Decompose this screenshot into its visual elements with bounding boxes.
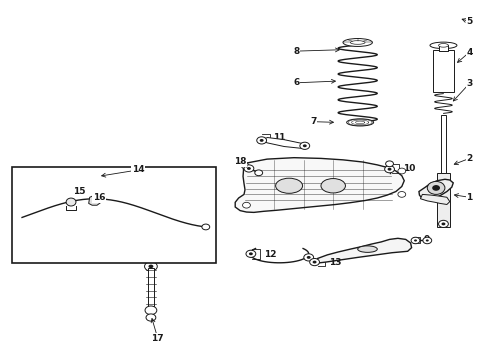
- Ellipse shape: [66, 198, 76, 206]
- Polygon shape: [235, 158, 404, 212]
- Circle shape: [307, 256, 311, 259]
- Ellipse shape: [439, 44, 448, 47]
- Circle shape: [313, 261, 317, 264]
- Circle shape: [386, 161, 393, 167]
- Circle shape: [300, 142, 310, 149]
- Ellipse shape: [321, 179, 345, 193]
- Text: 12: 12: [264, 250, 276, 258]
- Bar: [439, 45, 448, 51]
- Circle shape: [244, 165, 254, 172]
- Circle shape: [260, 139, 264, 142]
- Circle shape: [247, 167, 251, 170]
- Ellipse shape: [350, 41, 365, 44]
- Text: 8: 8: [294, 46, 299, 55]
- Text: 13: 13: [329, 258, 342, 266]
- Text: 15: 15: [73, 187, 86, 196]
- Circle shape: [427, 181, 445, 194]
- Text: 14: 14: [132, 165, 145, 174]
- Circle shape: [202, 224, 210, 230]
- Text: 17: 17: [151, 334, 164, 343]
- Circle shape: [414, 239, 417, 242]
- Circle shape: [388, 168, 392, 171]
- Circle shape: [439, 220, 448, 228]
- Polygon shape: [419, 179, 453, 200]
- Polygon shape: [314, 238, 412, 264]
- Circle shape: [426, 239, 429, 242]
- Text: 10: 10: [403, 164, 416, 173]
- Ellipse shape: [358, 246, 377, 252]
- Text: 7: 7: [310, 117, 317, 126]
- Text: 6: 6: [294, 78, 299, 87]
- Ellipse shape: [430, 42, 457, 49]
- Text: 4: 4: [466, 48, 473, 57]
- Circle shape: [385, 166, 394, 173]
- Circle shape: [145, 262, 157, 271]
- Text: 3: 3: [466, 79, 472, 88]
- Circle shape: [304, 254, 314, 261]
- Circle shape: [243, 202, 250, 208]
- Text: 1: 1: [466, 193, 472, 202]
- Bar: [433, 50, 454, 92]
- Polygon shape: [260, 138, 306, 148]
- Text: 2: 2: [466, 154, 472, 163]
- Bar: [441, 115, 446, 173]
- Text: 16: 16: [93, 193, 105, 202]
- Circle shape: [246, 250, 256, 257]
- Circle shape: [441, 222, 445, 225]
- Text: 11: 11: [273, 132, 286, 141]
- Ellipse shape: [343, 39, 372, 46]
- Circle shape: [241, 163, 249, 168]
- Text: 18: 18: [234, 157, 246, 166]
- Circle shape: [249, 252, 253, 255]
- Polygon shape: [420, 194, 450, 204]
- Circle shape: [303, 144, 307, 147]
- Circle shape: [145, 306, 157, 315]
- Polygon shape: [89, 195, 101, 205]
- Bar: [437, 173, 450, 227]
- Circle shape: [411, 237, 420, 244]
- Circle shape: [148, 265, 153, 268]
- Circle shape: [398, 192, 406, 197]
- Circle shape: [398, 168, 406, 174]
- Circle shape: [257, 137, 267, 144]
- Bar: [12, 167, 216, 263]
- Text: 9: 9: [424, 235, 430, 244]
- Circle shape: [423, 237, 432, 244]
- Ellipse shape: [346, 119, 374, 126]
- Bar: [148, 268, 154, 307]
- Text: 5: 5: [466, 17, 472, 26]
- Ellipse shape: [275, 178, 303, 193]
- Circle shape: [310, 258, 319, 266]
- Circle shape: [432, 185, 440, 191]
- Circle shape: [146, 314, 156, 321]
- Circle shape: [255, 170, 263, 176]
